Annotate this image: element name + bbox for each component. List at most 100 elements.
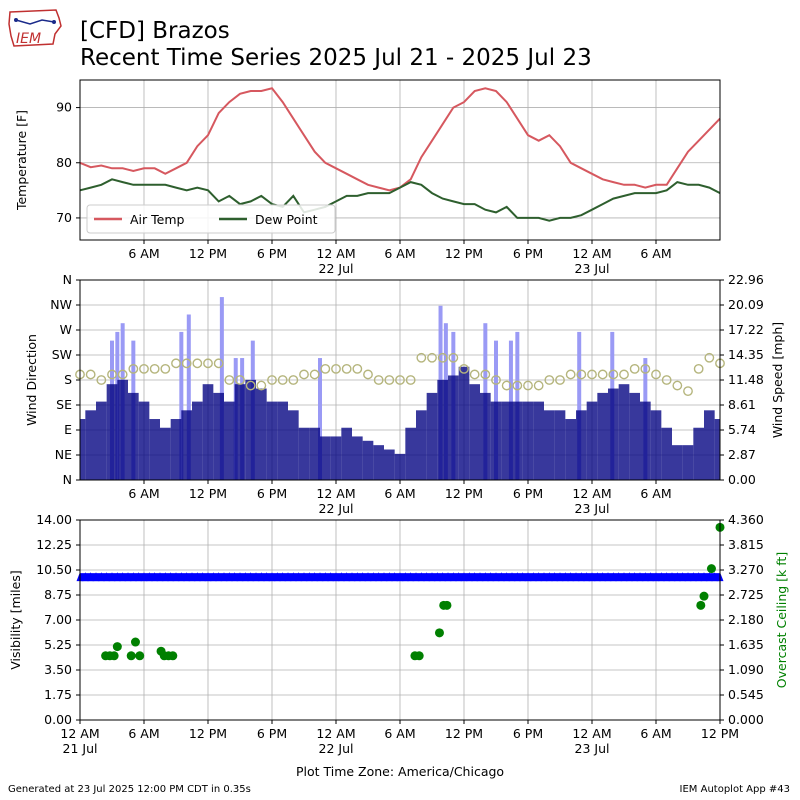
x-tick-label: 12 AM (572, 246, 611, 261)
visibility-marker (428, 572, 436, 582)
wind-direction-marker (619, 369, 629, 380)
visibility-marker (460, 572, 468, 582)
wind-speed-bar (618, 384, 630, 480)
wind-speed-bar (298, 427, 310, 480)
wind-speed-bar (277, 401, 288, 480)
wind-speed-bar (256, 388, 267, 480)
wind-direction-marker (235, 375, 245, 385)
legend-box (86, 204, 336, 234)
wind-gust-bar (219, 297, 224, 480)
ceiling-point (168, 651, 178, 661)
x-date-label: 22 Jul (319, 501, 354, 516)
wind-speed-bar (149, 419, 160, 480)
x-date-label: 21 Jul (63, 741, 98, 756)
wind-direction-marker (96, 375, 107, 385)
wind-direction-marker (352, 363, 363, 374)
visibility-marker (151, 572, 159, 582)
ceiling-tick-label: 2.725 (728, 587, 764, 602)
x-tick-label: 6 AM (640, 726, 671, 741)
x-tick-label: 12 PM (189, 486, 227, 501)
visibility-marker (604, 572, 612, 582)
x-tick-label: 6 AM (384, 486, 415, 501)
direction-tick-label: S (64, 372, 72, 387)
wind-speed-bar (576, 410, 587, 480)
wind-direction-marker (544, 375, 555, 385)
x-tick-label: 12 AM (316, 246, 355, 261)
wind-direction-marker (331, 363, 341, 374)
chart-title-line2: Recent Time Series 2025 Jul 21 - 2025 Ju… (80, 45, 592, 71)
y-axis-label: Wind Direction (24, 334, 39, 426)
x-tick-label: 12 PM (445, 246, 483, 261)
x-date-label: 23 Jul (575, 261, 610, 276)
visibility-marker (407, 572, 415, 582)
wind-direction-marker (363, 369, 373, 380)
visibility-marker (289, 572, 297, 582)
visibility-marker (300, 572, 308, 582)
wind-speed-bar (181, 410, 192, 480)
wind-speed-bar (266, 401, 278, 480)
visibility-marker (375, 572, 383, 582)
visibility-marker (135, 572, 143, 582)
visibility-marker (391, 572, 399, 582)
visibility-tick-label: 8.75 (44, 587, 72, 602)
y-tick-label: 90 (56, 100, 72, 115)
x-tick-label: 12 AM (572, 726, 611, 741)
wind-direction-marker (245, 380, 256, 391)
wind-speed-bar (650, 410, 662, 480)
wind-speed-bar (693, 427, 704, 480)
x-tick-label: 6 AM (384, 726, 415, 741)
wind-direction-marker (373, 375, 384, 385)
wind-speed-bar (341, 427, 352, 480)
x-date-label: 23 Jul (575, 741, 610, 756)
wind-speed-bar (160, 427, 171, 480)
ceiling-tick-label: 1.635 (728, 637, 764, 652)
visibility-marker (615, 572, 623, 582)
wind-direction-marker (149, 363, 160, 374)
visibility-marker (545, 572, 553, 582)
visibility-marker (316, 572, 324, 582)
direction-tick-label: NW (50, 297, 72, 312)
speed-tick-label: 2.87 (728, 447, 756, 462)
visibility-marker (396, 572, 404, 582)
x-date-label: 23 Jul (575, 501, 610, 516)
speed-tick-label: 11.48 (728, 372, 764, 387)
y-axis-label: Visibility [miles] (8, 570, 23, 669)
wind-speed-bar (320, 436, 331, 480)
wind-direction-marker (213, 358, 224, 369)
wind-speed-bar (309, 427, 320, 480)
wind-direction-marker (437, 352, 448, 363)
visibility-marker (641, 572, 649, 582)
visibility-marker (129, 572, 137, 582)
visibility-marker (87, 572, 95, 582)
direction-tick-label: W (60, 322, 72, 337)
wind-speed-bar (405, 427, 416, 480)
wind-speed-bar (288, 410, 299, 480)
visibility-marker (140, 572, 148, 582)
x-tick-label: 6 AM (640, 246, 671, 261)
visibility-marker (652, 572, 660, 582)
visibility-marker (471, 572, 479, 582)
visibility-marker (167, 572, 175, 582)
visibility-marker (97, 572, 105, 582)
visibility-tick-label: 7.00 (44, 612, 72, 627)
wind-direction-marker (565, 369, 576, 380)
visibility-marker (561, 572, 569, 582)
wind-speed-bar (245, 379, 256, 480)
wind-direction-marker (267, 375, 277, 385)
ceiling-tick-label: 4.360 (728, 512, 764, 527)
visibility-marker (385, 572, 393, 582)
visibility-marker (540, 572, 548, 582)
wind-direction-marker (85, 369, 96, 380)
visibility-marker (380, 572, 388, 582)
wind-speed-bar (394, 453, 406, 480)
wind-direction-marker (459, 363, 469, 374)
visibility-marker (263, 572, 271, 582)
visibility-marker (401, 572, 409, 582)
ceiling-point (699, 591, 709, 601)
visibility-marker (193, 572, 201, 582)
wind-direction-marker (576, 369, 587, 380)
wind-speed-bar (490, 401, 502, 480)
legend-label: Dew Point (255, 212, 318, 227)
visibility-marker (172, 572, 180, 582)
wind-direction-marker (299, 369, 309, 380)
